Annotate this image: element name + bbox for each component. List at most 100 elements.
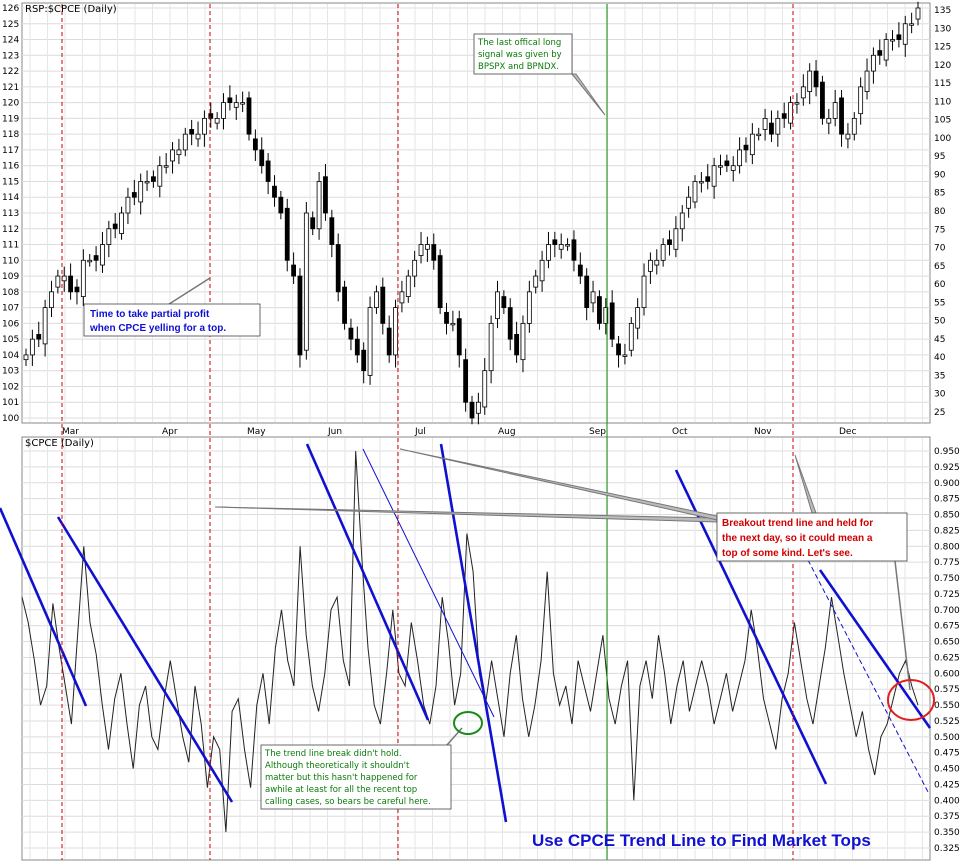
month-label: Mar xyxy=(62,427,79,437)
candle-body xyxy=(909,23,915,26)
price-right-tick: 135 xyxy=(934,6,951,16)
cpce-right-tick: 0.375 xyxy=(934,812,960,822)
cpce-right-tick: 0.425 xyxy=(934,780,960,790)
candle-body xyxy=(361,349,367,372)
candle-body xyxy=(233,102,239,108)
candle-body xyxy=(660,244,666,261)
price-right-tick: 120 xyxy=(934,61,951,71)
candle-body xyxy=(259,149,265,167)
price-right-tick: 115 xyxy=(934,79,951,89)
candle-body xyxy=(29,338,35,356)
candle-body xyxy=(686,196,692,209)
candle-body xyxy=(877,50,883,56)
price-left-tick: 112 xyxy=(2,225,19,235)
candle-body xyxy=(374,291,379,309)
candle-body xyxy=(845,133,851,140)
price-left-tick: 120 xyxy=(2,99,19,109)
pointer-partial-profit xyxy=(165,277,211,307)
month-label: Nov xyxy=(754,427,772,437)
candle-body xyxy=(170,149,175,162)
candle-body xyxy=(558,244,564,250)
candle-body xyxy=(871,54,876,72)
callout-breakout: Breakout trend line and held for the nex… xyxy=(716,512,908,562)
price-left-tick: 124 xyxy=(2,36,19,46)
candle-body xyxy=(399,291,405,304)
candle-body xyxy=(864,70,870,92)
candle-body xyxy=(23,354,29,361)
cpce-trend-line xyxy=(674,469,828,785)
candle-body xyxy=(698,181,704,184)
candle-body xyxy=(138,181,144,203)
candle-body xyxy=(679,212,685,230)
candle-body xyxy=(163,165,169,168)
cpce-right-tick: 0.475 xyxy=(934,749,960,759)
candle-body xyxy=(284,207,290,261)
cpce-right-tick: 0.900 xyxy=(934,479,960,489)
candle-body xyxy=(475,401,481,414)
candle-body xyxy=(393,307,398,356)
candle-body xyxy=(68,275,73,293)
callout-partial-profit-line2: when CPCE yelling for a top. xyxy=(89,323,226,334)
pointer-last-long xyxy=(570,73,606,116)
candle-body xyxy=(386,327,392,356)
price-right-tick: 85 xyxy=(934,189,945,199)
price-right-tick: 45 xyxy=(934,335,945,345)
month-label: Sep xyxy=(589,427,606,437)
candle-body xyxy=(648,259,653,272)
candle-body xyxy=(450,322,456,326)
cpce-right-tick: 0.875 xyxy=(934,495,960,505)
cpce-right-tick: 0.950 xyxy=(934,447,960,457)
candle-body xyxy=(437,255,443,309)
callout-last-long-line2: signal was given by xyxy=(478,50,562,60)
price-panel-title: RSP:$CPCE (Daily) xyxy=(25,4,117,15)
price-right-tick: 100 xyxy=(934,134,951,144)
candle-body xyxy=(424,244,430,250)
candle-body xyxy=(820,81,825,119)
candle-body xyxy=(303,212,309,351)
candle-body xyxy=(743,144,749,151)
price-right-tick: 40 xyxy=(934,353,946,363)
cpce-panel-title: $CPCE (Daily) xyxy=(25,438,94,449)
candle-body xyxy=(749,133,755,156)
price-right-tick: 65 xyxy=(934,262,945,272)
price-left-tick: 122 xyxy=(2,67,19,77)
candle-body xyxy=(826,117,832,124)
price-right-tick: 70 xyxy=(934,244,946,254)
candle-body xyxy=(342,286,347,324)
cpce-right-tick: 0.550 xyxy=(934,701,960,711)
price-left-tick: 107 xyxy=(2,304,19,314)
candle-body xyxy=(851,117,857,135)
highlight-circle-green xyxy=(453,711,483,735)
candle-body xyxy=(49,291,54,309)
candle-body xyxy=(616,343,621,356)
cpce-right-tick: 0.800 xyxy=(934,542,960,552)
price-left-tick: 104 xyxy=(2,351,19,361)
candle-body xyxy=(278,196,284,214)
pointer-breakout-4 xyxy=(894,560,911,691)
cpce-right-tick: 0.925 xyxy=(934,463,960,473)
candle-body xyxy=(501,296,507,309)
candle-body xyxy=(571,239,577,261)
price-left-tick: 115 xyxy=(2,177,19,187)
price-left-tick: 110 xyxy=(2,256,19,266)
callout-partial-profit-line1: Time to take partial profit xyxy=(90,309,210,320)
candle-body xyxy=(157,165,163,187)
callout-partial-profit: Time to take partial profit when CPCE ye… xyxy=(83,303,261,337)
cpce-trend-line xyxy=(0,507,88,707)
price-left-tick: 100 xyxy=(2,414,19,424)
candle-body xyxy=(781,113,787,119)
candle-body xyxy=(463,359,469,403)
candle-body xyxy=(221,102,226,119)
candle-body xyxy=(526,291,532,324)
price-right-tick: 75 xyxy=(934,225,945,235)
cpce-right-tick: 0.325 xyxy=(934,844,960,854)
candle-body xyxy=(106,228,112,245)
month-label: Apr xyxy=(162,427,178,437)
cpce-trend-line xyxy=(56,516,234,803)
callout-breakout-line3: top of some kind. Let's see. xyxy=(722,548,853,559)
candle-body xyxy=(883,39,889,61)
cpce-right-tick: 0.750 xyxy=(934,574,960,584)
price-right-tick: 30 xyxy=(934,390,946,400)
candle-body xyxy=(246,97,252,135)
month-label: Oct xyxy=(672,427,688,437)
